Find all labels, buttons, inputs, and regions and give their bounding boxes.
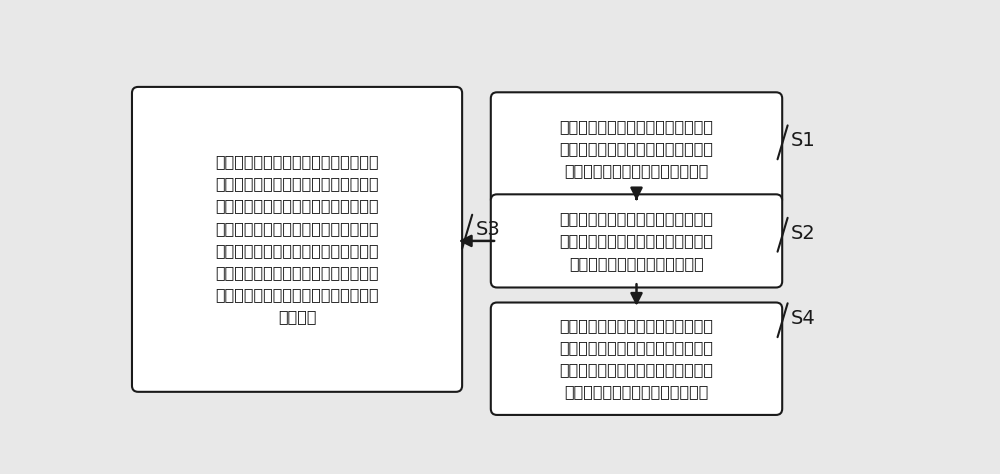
Text: 调用状态估计模块根据区域电网的拓扑
模型、实时采集的区域电网的节点电压
和仿真结果，对区域电网的拓扑模型和
参数模型进行周期性的状态估计，根据
状态估计结果对区: 调用状态估计模块根据区域电网的拓扑 模型、实时采集的区域电网的节点电压 和仿真结… <box>215 154 379 325</box>
Text: 调用仿真分析模型基于区域电网的拓
扑模型和参数模型进行稳态仿真计算
和暂态仿真计算，输出仿真结果: 调用仿真分析模型基于区域电网的拓 扑模型和参数模型进行稳态仿真计算 和暂态仿真计… <box>560 211 714 271</box>
Text: 调用孪生模型模块构建区域电网数字
孪生模型，区域电网数字孪生模型包
括区域电网的拓扑模型和参数模型: 调用孪生模型模块构建区域电网数字 孪生模型，区域电网数字孪生模型包 括区域电网的… <box>560 119 714 178</box>
FancyBboxPatch shape <box>132 87 462 392</box>
FancyBboxPatch shape <box>491 194 782 288</box>
Text: S2: S2 <box>791 224 815 243</box>
FancyBboxPatch shape <box>491 302 782 415</box>
FancyBboxPatch shape <box>491 92 782 205</box>
Text: S4: S4 <box>791 309 815 328</box>
Text: S3: S3 <box>475 220 500 239</box>
Text: 调用预演决策模块基于区域电网的拓
扑模型和参数模型，以及仿真结果，
进行边缘分析决策，从决策库中查找
并输出针对于仿真结果的控制策略: 调用预演决策模块基于区域电网的拓 扑模型和参数模型，以及仿真结果， 进行边缘分析… <box>560 318 714 400</box>
Text: S1: S1 <box>791 131 815 150</box>
